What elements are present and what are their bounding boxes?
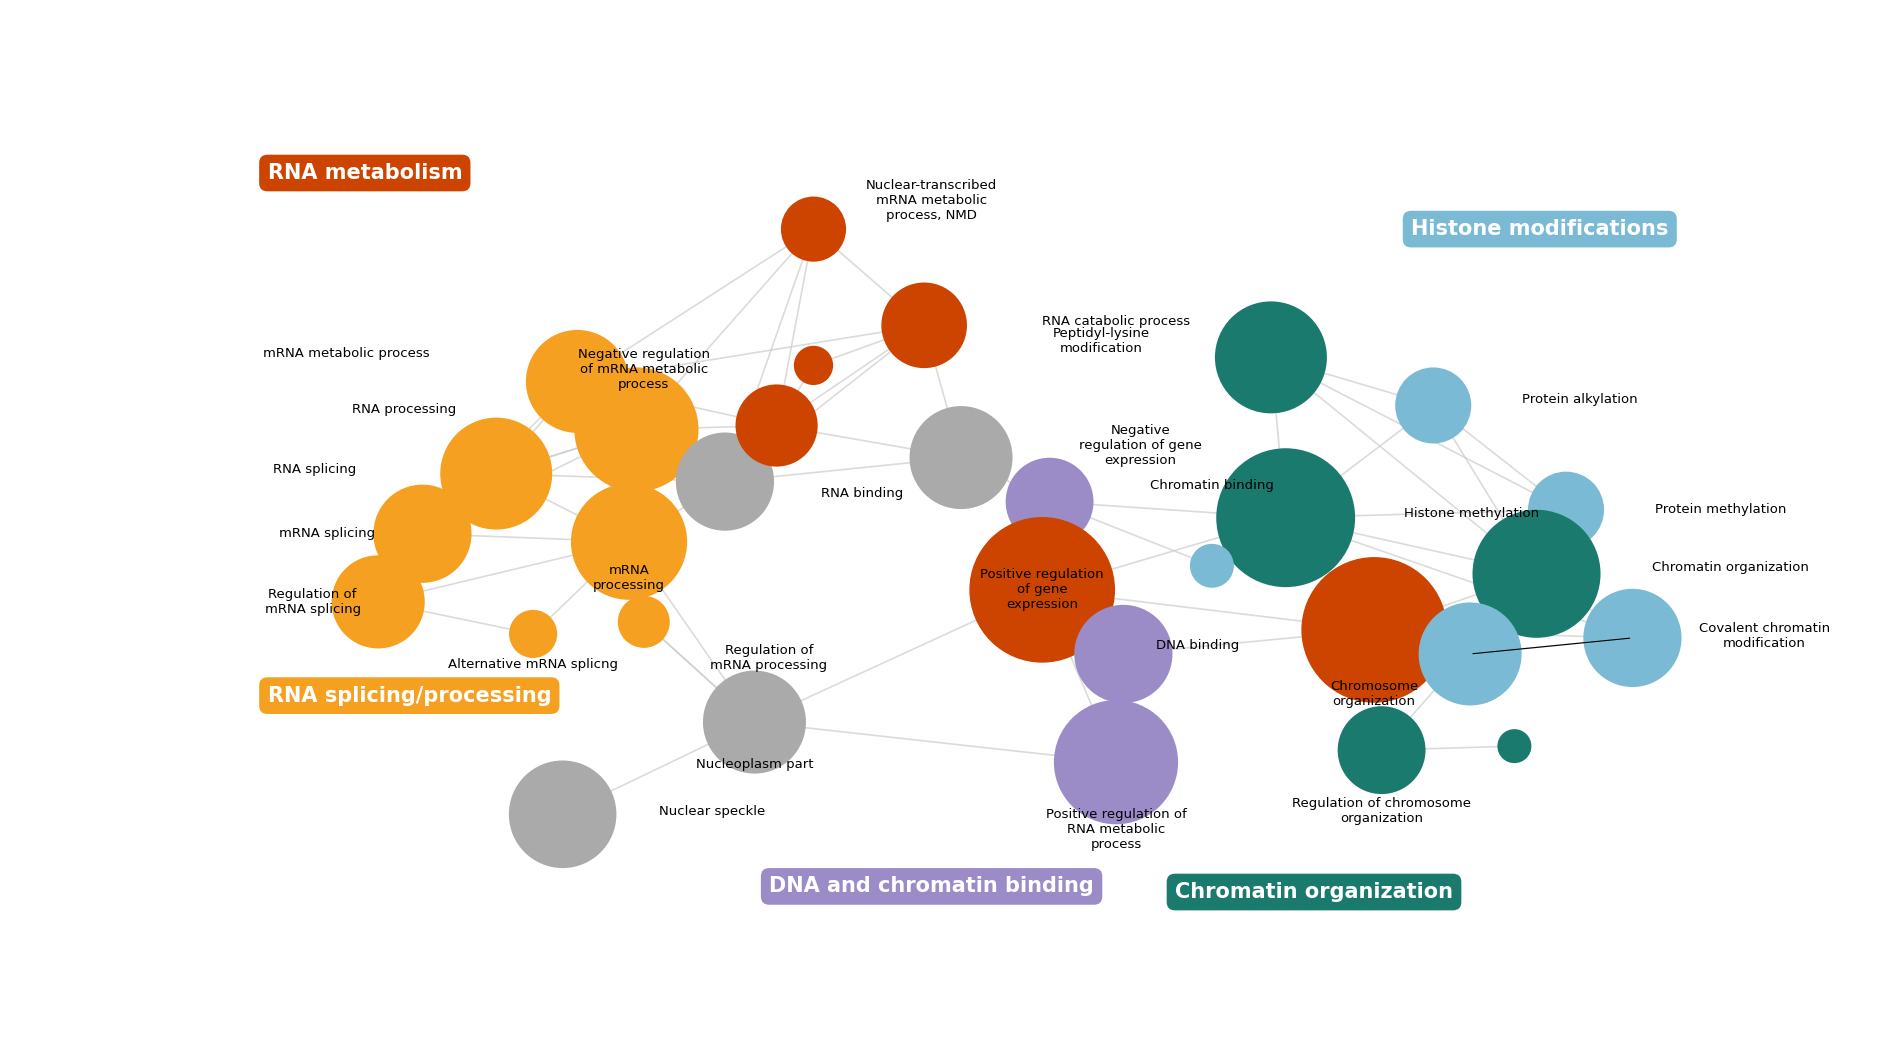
Point — [739, 714, 769, 731]
Text: Nuclear-transcribed
mRNA metabolic
process, NMD: Nuclear-transcribed mRNA metabolic proce… — [866, 179, 998, 223]
Point — [1359, 621, 1390, 638]
Text: RNA binding: RNA binding — [821, 487, 902, 500]
Text: RNA catabolic process: RNA catabolic process — [1041, 314, 1190, 328]
Text: DNA binding: DNA binding — [1156, 639, 1240, 653]
Point — [548, 806, 579, 822]
Point — [1026, 582, 1057, 599]
Point — [1270, 509, 1300, 526]
Point — [482, 465, 512, 482]
Text: mRNA metabolic process: mRNA metabolic process — [263, 347, 430, 360]
Text: Histone modifications: Histone modifications — [1411, 219, 1668, 239]
Text: Negative
regulation of gene
expression: Negative regulation of gene expression — [1080, 424, 1201, 467]
Point — [1034, 493, 1064, 510]
Text: RNA splicing/processing: RNA splicing/processing — [267, 686, 550, 706]
Text: Negative regulation
of mRNA metabolic
process: Negative regulation of mRNA metabolic pr… — [577, 348, 710, 391]
Point — [1616, 630, 1647, 646]
Point — [1418, 397, 1449, 413]
Point — [1198, 558, 1228, 575]
Text: RNA processing: RNA processing — [352, 403, 457, 416]
Text: Chromosome
organization: Chromosome organization — [1331, 680, 1418, 708]
Text: Nucleoplasm part: Nucleoplasm part — [695, 758, 813, 771]
Point — [364, 593, 394, 610]
Point — [1257, 349, 1287, 365]
Point — [1552, 502, 1582, 518]
Text: Positive regulation
of gene
expression: Positive regulation of gene expression — [981, 568, 1104, 611]
Text: mRNA splicing: mRNA splicing — [280, 527, 375, 540]
Point — [628, 613, 659, 630]
Point — [1498, 738, 1529, 755]
Text: Regulation of
mRNA splicing: Regulation of mRNA splicing — [265, 588, 360, 616]
Point — [1101, 754, 1131, 770]
Point — [562, 373, 592, 389]
Text: mRNA
processing: mRNA processing — [592, 564, 664, 592]
Text: Chromatin organization: Chromatin organization — [1651, 561, 1809, 574]
Text: Protein methylation: Protein methylation — [1655, 503, 1786, 516]
Point — [946, 450, 977, 466]
Text: Peptidyl-lysine
modification: Peptidyl-lysine modification — [1053, 327, 1150, 355]
Point — [1455, 645, 1485, 662]
Text: Positive regulation of
RNA metabolic
process: Positive regulation of RNA metabolic pro… — [1045, 808, 1186, 850]
Point — [613, 533, 644, 550]
Text: Chromatin organization: Chromatin organization — [1175, 882, 1453, 902]
Text: Alternative mRNA splicng: Alternative mRNA splicng — [447, 658, 619, 671]
Text: DNA and chromatin binding: DNA and chromatin binding — [769, 877, 1095, 896]
Text: Chromatin binding: Chromatin binding — [1150, 479, 1274, 492]
Text: RNA metabolism: RNA metabolism — [267, 163, 463, 183]
Text: Nuclear speckle: Nuclear speckle — [659, 806, 765, 818]
Text: Regulation of
mRNA processing: Regulation of mRNA processing — [710, 644, 828, 672]
Text: Histone methylation: Histone methylation — [1403, 507, 1538, 520]
Point — [407, 526, 438, 542]
Point — [1367, 742, 1398, 759]
Point — [621, 422, 651, 438]
Text: RNA splicing: RNA splicing — [272, 463, 356, 476]
Point — [710, 474, 741, 490]
Point — [798, 221, 828, 237]
Point — [798, 357, 828, 374]
Text: Regulation of chromosome
organization: Regulation of chromosome organization — [1293, 796, 1472, 824]
Point — [1108, 645, 1139, 662]
Point — [518, 626, 548, 642]
Text: Protein alkylation: Protein alkylation — [1521, 393, 1637, 406]
Point — [1521, 565, 1552, 582]
Point — [762, 417, 792, 434]
Text: Covalent chromatin
modification: Covalent chromatin modification — [1698, 623, 1830, 651]
Point — [908, 316, 939, 333]
